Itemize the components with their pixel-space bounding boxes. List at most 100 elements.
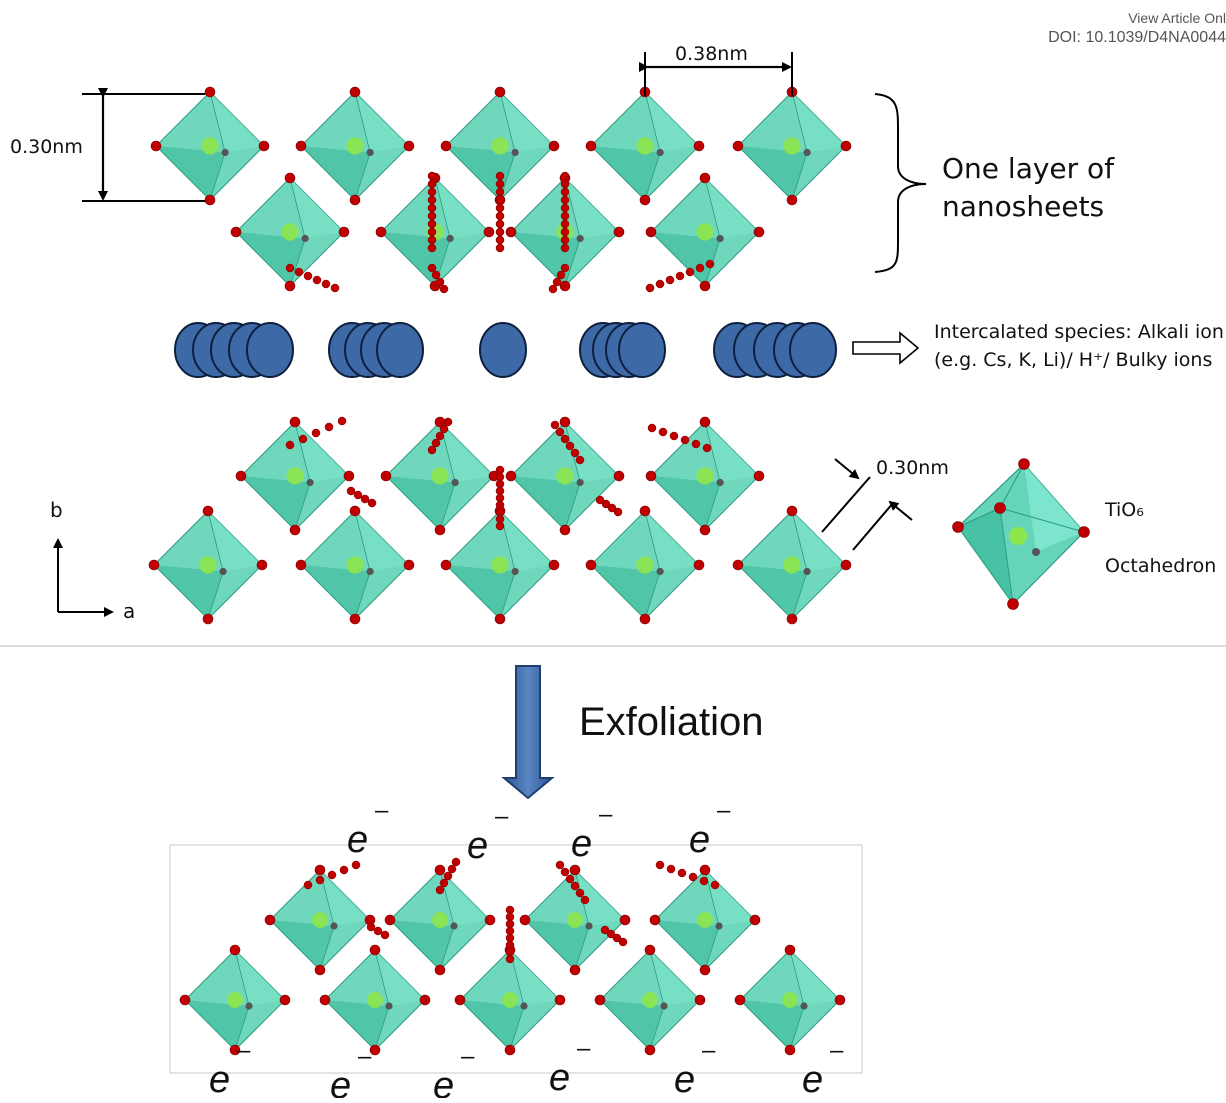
octahedron-edge (354, 152, 371, 201)
oxygen-chain-atom (495, 171, 505, 181)
electron-charge: – (702, 1037, 716, 1064)
oxygen-atom (559, 416, 571, 428)
oxygen-chain-atom (560, 227, 570, 237)
ion-sphere (618, 322, 666, 378)
oxygen-chain-atom (495, 179, 505, 189)
oxygen-chain-atom (560, 235, 570, 245)
titanium-atom (636, 556, 654, 574)
oxygen-atom (369, 1044, 381, 1056)
octahedron-edge (999, 463, 1025, 509)
oxygen-atom (840, 140, 852, 152)
tio6-octahedron (295, 505, 415, 625)
oxygen-atom-back (511, 567, 519, 576)
tio6-octahedron (585, 505, 705, 625)
axis-label-a: a (123, 599, 135, 623)
oxygen-atom (613, 470, 625, 482)
header-view-article[interactable]: View Article Onl (1128, 10, 1226, 26)
octahedron-face (236, 232, 306, 286)
oxygen-chain-atom (685, 267, 695, 277)
tio6-octahedron-model (952, 458, 1090, 610)
titanium-atom (556, 467, 574, 485)
octahedron-face (295, 422, 349, 483)
titanium-atom (431, 467, 449, 485)
oxygen-chain-atom (688, 872, 698, 882)
oxygen-chain-atom (548, 284, 558, 294)
oxygen-chain-atom (555, 427, 565, 437)
tio6-octahedron (235, 416, 355, 536)
oxygen-chain-atom (360, 494, 370, 504)
tio6-octahedron (148, 505, 268, 625)
octahedron-edge (209, 91, 226, 153)
oxygen-atom (559, 280, 571, 292)
oxygen-atom (585, 140, 597, 152)
oxygen-atom (148, 559, 160, 571)
octahedron-edge (354, 510, 371, 572)
octahedron-face (270, 920, 334, 970)
octahedron-edge (791, 152, 808, 201)
oxygen-atom (786, 505, 798, 517)
oxygen-atom (505, 226, 517, 238)
header-doi[interactable]: DOI: 10.1039/D4NA0044 (1048, 29, 1226, 46)
tio6-octahedron (505, 416, 625, 536)
tio6-octahedron (645, 172, 765, 292)
oxygen-atom (284, 172, 296, 184)
oxygen-chain-atom (285, 440, 295, 450)
oxygen-chain-atom (495, 243, 505, 253)
octahedron-edge (649, 949, 665, 1007)
oxygen-chain-atom (427, 263, 437, 273)
tio6-octahedron (649, 864, 761, 976)
oxygen-chain-atom (451, 857, 461, 867)
tio6-octahedron (440, 505, 560, 625)
octahedron-edge (294, 421, 311, 483)
oxygen-chain-atom (427, 187, 437, 197)
oxygen-atom (645, 226, 657, 238)
octahedron-edge (434, 177, 451, 239)
oxygen-chain-atom (431, 270, 441, 280)
oxygen-atom (548, 140, 560, 152)
oxygen-atom (639, 505, 651, 517)
oxygen-atom (585, 559, 597, 571)
octahedron-edge (791, 91, 808, 153)
octahedron-face (460, 1000, 524, 1050)
octahedron-edge (704, 177, 721, 239)
oxygen-atom (314, 964, 326, 976)
octahedron-face (355, 511, 409, 572)
oxygen-atom-back (716, 478, 724, 487)
oxygen-atom (343, 470, 355, 482)
oxygen-atom-back (803, 148, 811, 157)
oxygen-atom (753, 470, 765, 482)
oxygen-chain-atom (495, 187, 505, 197)
oxygen-atom (548, 559, 560, 571)
oxygen-chain-atom (339, 865, 349, 875)
oxygen-chain-atom (312, 275, 322, 285)
octahedron-face (435, 178, 489, 239)
electron-labels: e–e–e–e–e–e–e–e–e–e– (209, 797, 844, 1103)
octahedron-face (235, 950, 285, 1006)
oxygen-atom (699, 524, 711, 536)
oxygen-atom (202, 505, 214, 517)
layer-label-line2: nanosheets (942, 190, 1104, 223)
titanium-atom (567, 912, 583, 928)
oxygen-chain-atom (373, 926, 383, 936)
oxygen-chain-atom (330, 283, 340, 293)
oxygen-chain-atom (367, 498, 377, 508)
octahedron-edge (354, 91, 371, 153)
titanium-atom (783, 556, 801, 574)
octahedron-edge (289, 238, 306, 287)
octahedron-face (440, 870, 490, 926)
titanium-atom (367, 992, 383, 1008)
oxygen-atom (834, 994, 846, 1006)
octahedron-face (738, 146, 808, 200)
octahedron-face (705, 178, 759, 239)
oxygen-chain-atom (666, 864, 676, 874)
oxygen-chain-atom (435, 431, 445, 441)
octahedron-edge (704, 482, 721, 531)
octahedron-edge (789, 949, 805, 1007)
oxygen-chain-atom (431, 438, 441, 448)
octahedron-face (591, 146, 661, 200)
octahedron-face (740, 1000, 804, 1050)
intercalated-label-line2: (e.g. Cs, K, Li)/ H⁺/ Bulky ions (934, 349, 1212, 371)
oxygen-atom (644, 1044, 656, 1056)
octahedron-edge (374, 949, 390, 1007)
oxygen-atom (349, 505, 361, 517)
